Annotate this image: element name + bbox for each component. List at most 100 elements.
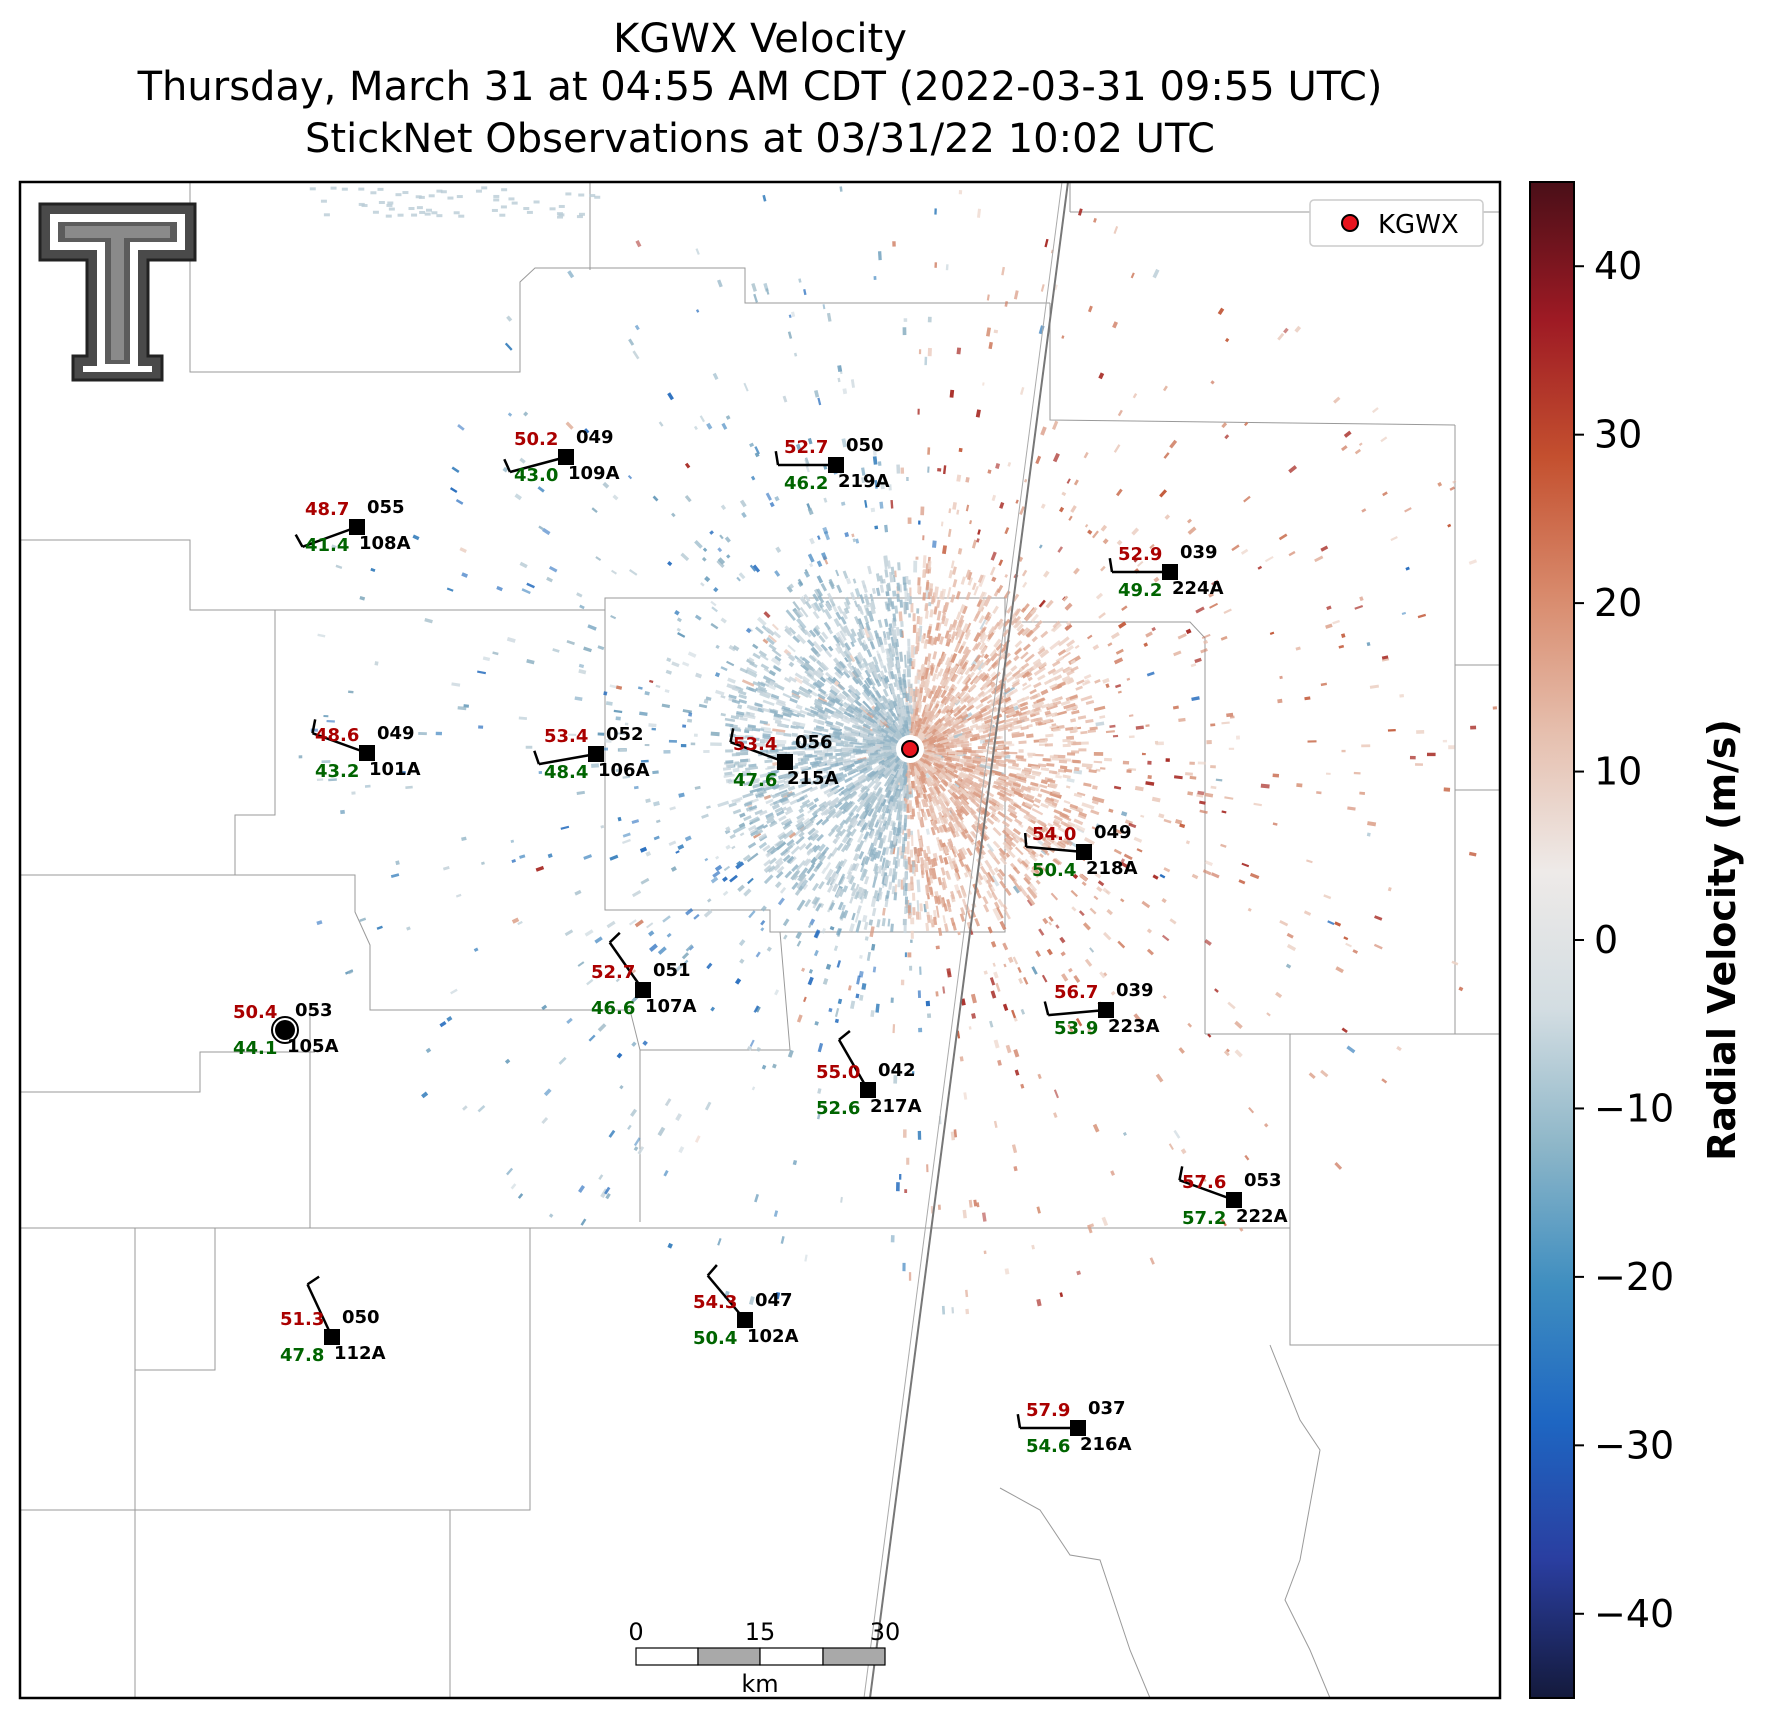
station-108A[interactable]: 48.7 055 41.4 108A <box>294 497 411 556</box>
station-wind-direction: 049 <box>576 427 614 448</box>
station-marker <box>777 754 793 770</box>
station-223A[interactable]: 56.7 039 53.9 223A <box>1043 980 1160 1039</box>
station-106A[interactable]: 53.4 052 48.4 106A <box>533 724 650 783</box>
station-wind-direction: 052 <box>606 724 644 745</box>
wind-barb-flag <box>1043 1001 1050 1016</box>
station-112A[interactable]: 51.3 050 47.8 112A <box>280 1275 386 1366</box>
station-wind-direction: 050 <box>342 1307 380 1328</box>
wind-barb-flag <box>306 1275 320 1286</box>
map-background <box>20 182 1500 1698</box>
station-wind-direction: 047 <box>755 1290 793 1311</box>
station-id: 108A <box>359 533 411 554</box>
map-subtitle-obs: StickNet Observations at 03/31/22 10:02 … <box>305 116 1215 162</box>
station-224A[interactable]: 52.9 039 49.2 224A <box>1108 542 1224 601</box>
colorbar-tick-label: 10 <box>1594 750 1642 794</box>
station-101A[interactable]: 48.6 049 43.2 101A <box>311 719 421 782</box>
colorbar-tick-label: 20 <box>1594 581 1642 625</box>
station-marker <box>860 1082 876 1098</box>
station-marker <box>558 449 574 465</box>
wind-barb-flag <box>1023 832 1028 847</box>
station-marker <box>737 1312 753 1328</box>
station-dewpoint: 44.1 <box>233 1038 277 1059</box>
texas-tech-logo <box>38 202 197 382</box>
radar-site-marker[interactable] <box>901 740 919 758</box>
station-107A[interactable]: 52.7 051 46.6 107A <box>591 931 697 1019</box>
wind-barb-shaft <box>306 1283 334 1338</box>
station-wind-direction: 037 <box>1088 1398 1126 1419</box>
station-dewpoint: 43.0 <box>514 465 558 486</box>
scale-tick-15: 15 <box>745 1618 776 1646</box>
wind-barb-shaft <box>1179 1179 1235 1202</box>
station-temperature: 52.7 <box>591 962 635 983</box>
station-wind-direction: 049 <box>1094 822 1132 843</box>
station-temperature: 57.9 <box>1026 1400 1070 1421</box>
wind-barb-flag <box>1178 1166 1184 1181</box>
station-wind-direction: 039 <box>1116 980 1154 1001</box>
station-id: 223A <box>1108 1016 1160 1037</box>
station-temperature: 50.4 <box>233 1002 277 1023</box>
scale-unit: km <box>741 1670 778 1698</box>
station-marker <box>1162 564 1178 580</box>
wind-barb-shaft <box>302 525 358 548</box>
station-dewpoint: 48.4 <box>544 762 588 783</box>
station-temperature: 52.7 <box>784 437 828 458</box>
station-218A[interactable]: 54.0 049 50.4 218A <box>1023 822 1138 881</box>
colorbar-tick-label: −20 <box>1594 1255 1674 1299</box>
wind-barb-flag <box>311 719 317 734</box>
station-wind-direction: 050 <box>846 435 884 456</box>
state-boundary <box>869 182 1069 1698</box>
scale-bar: 0 15 30 km <box>628 1618 900 1698</box>
wind-barb-flag <box>608 931 621 944</box>
wind-barb-shaft <box>312 732 368 755</box>
station-id: 216A <box>1080 1434 1132 1455</box>
wind-barb-flag <box>1016 1414 1022 1429</box>
station-marker <box>1226 1192 1242 1208</box>
station-dewpoint: 49.2 <box>1118 580 1162 601</box>
map-legend: KGWX <box>1309 199 1484 247</box>
scale-tick-0: 0 <box>628 1618 643 1646</box>
wind-barb-flag <box>706 1264 718 1277</box>
station-dewpoint: 47.8 <box>280 1345 324 1366</box>
scale-tick-30: 30 <box>870 1618 901 1646</box>
station-temperature: 48.6 <box>315 725 359 746</box>
station-temperature: 55.0 <box>816 1062 860 1083</box>
map-frame <box>18 180 1502 1700</box>
station-216A[interactable]: 57.9 037 54.6 216A <box>1016 1398 1132 1457</box>
station-id: 109A <box>568 463 620 484</box>
station-wind-direction: 055 <box>367 497 405 518</box>
colorbar-tick-label: −30 <box>1594 1423 1674 1467</box>
station-temperature: 50.2 <box>514 429 558 450</box>
station-109A[interactable]: 50.2 049 43.0 109A <box>503 427 620 486</box>
calm-wind-ring <box>271 1016 299 1044</box>
station-215A[interactable]: 53.4 056 47.6 215A <box>729 728 839 791</box>
station-217A[interactable]: 55.0 042 52.6 217A <box>816 1030 922 1119</box>
station-dewpoint: 50.4 <box>1032 860 1076 881</box>
station-dewpoint: 54.6 <box>1026 1436 1070 1457</box>
colorbar-label: Radial Velocity (m/s) <box>1700 719 1744 1161</box>
sticknet-stations: 48.7 055 41.4 108A 50.2 049 43.0 109A 52.7 050 46.… <box>233 427 1288 1457</box>
station-102A[interactable]: 54.3 047 50.4 102A <box>693 1264 799 1349</box>
colorbar-tick-label: −10 <box>1594 1086 1674 1130</box>
legend-label: KGWX <box>1378 210 1459 240</box>
wind-barb-shaft <box>1048 1008 1107 1017</box>
station-temperature: 53.4 <box>733 734 777 755</box>
map-subtitle-time: Thursday, March 31 at 04:55 AM CDT (2022… <box>137 64 1383 110</box>
station-222A[interactable]: 57.6 053 57.2 222A <box>1178 1166 1288 1229</box>
station-id: 112A <box>334 1343 386 1364</box>
state-boundary-inner <box>863 182 1063 1698</box>
station-dewpoint: 41.4 <box>305 535 349 556</box>
wind-barb-flag <box>533 750 541 765</box>
colorbar-tick-label: 40 <box>1594 244 1642 288</box>
station-id: 105A <box>287 1036 339 1057</box>
wind-barb-shaft <box>837 1039 870 1091</box>
station-id: 217A <box>870 1096 922 1117</box>
station-105A[interactable]: 50.4 053 44.1 105A <box>233 1000 339 1059</box>
wind-barb-flag <box>838 1030 851 1041</box>
station-marker <box>1070 1420 1086 1436</box>
station-dewpoint: 53.9 <box>1054 1018 1098 1039</box>
station-marker <box>828 457 844 473</box>
wind-barb-shaft <box>730 741 786 764</box>
station-219A[interactable]: 52.7 050 46.2 219A <box>774 435 890 494</box>
station-temperature: 48.7 <box>305 499 349 520</box>
